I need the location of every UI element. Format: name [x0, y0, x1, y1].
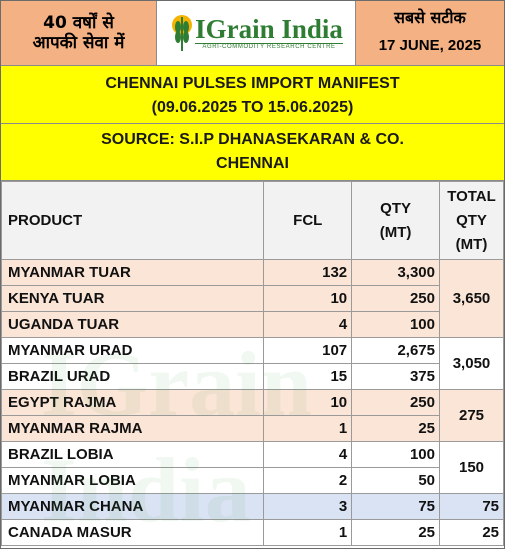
qty-cell: 2,675: [351, 337, 440, 364]
header-left-tagline: 40 वर्षों से आपकी सेवा में: [1, 1, 157, 65]
qty-cell: 100: [351, 311, 440, 338]
fcl-cell: 4: [263, 441, 353, 468]
total-cell-rajma: 275: [439, 389, 504, 442]
fcl-cell: 1: [263, 415, 353, 442]
col-header-fcl: FCL: [263, 181, 353, 260]
logo-title: IGrain India: [195, 14, 343, 44]
manifest-table: PRODUCT FCL QTY (MT) TOTAL QTY (MT) MYAN…: [0, 181, 504, 546]
qty-cell: 375: [351, 363, 440, 390]
qty-cell: 25: [351, 519, 440, 546]
total-cell-tuar: 3,650: [439, 259, 504, 338]
product-cell: MYANMAR LOBIA: [0, 467, 265, 494]
igrain-logo: IGrain India AGRI-COMMODITY RESEARCH CEN…: [169, 13, 343, 53]
accuracy-tagline: सबसे सटीक: [394, 8, 466, 27]
logo-subtitle: AGRI-COMMODITY RESEARCH CENTRE: [195, 43, 343, 50]
table-row: EGYPT RAJMA 10 250 275: [0, 389, 504, 442]
total-header-line1: TOTAL: [447, 187, 496, 205]
source-line2: CHENNAI: [216, 155, 289, 172]
header-band: 40 वर्षों से आपकी सेवा में IGrain India …: [1, 1, 504, 65]
table-row: MYANMAR RAJMA 1 25: [0, 415, 504, 442]
qty-cell: 100: [351, 441, 440, 468]
table-row: MYANMAR TUAR 132 3,300 3,650: [0, 259, 504, 338]
table-row: BRAZIL LOBIA 4 100 150: [0, 441, 504, 494]
report-date: 17 JUNE, 2025: [378, 37, 482, 54]
fcl-cell: 132: [263, 259, 353, 286]
source-block: SOURCE: S.I.P DHANASEKARAN & CO. CHENNAI: [1, 124, 504, 181]
product-cell: UGANDA TUAR: [0, 311, 265, 338]
product-cell: MYANMAR URAD: [0, 337, 265, 364]
table-row: MYANMAR LOBIA 2 50: [0, 467, 504, 494]
qty-cell: 250: [351, 285, 440, 312]
product-cell: MYANMAR TUAR: [0, 259, 265, 286]
product-cell: MYANMAR RAJMA: [0, 415, 265, 442]
fcl-cell: 4: [263, 311, 353, 338]
product-cell: BRAZIL URAD: [0, 363, 265, 390]
table-row: MYANMAR URAD 107 2,675 3,050: [0, 337, 504, 390]
title-line1: CHENNAI PULSES IMPORT MANIFEST: [105, 75, 400, 92]
total-cell-lobia: 150: [439, 441, 504, 494]
fcl-cell: 10: [263, 389, 353, 416]
total-header-line3: (MT): [455, 235, 488, 253]
total-cell-chana: 75: [439, 493, 504, 520]
product-cell: CANADA MASUR: [0, 519, 265, 546]
total-cell-urad: 3,050: [439, 337, 504, 390]
fcl-cell: 1: [263, 519, 353, 546]
table-row: CANADA MASUR 1 25 25: [0, 519, 504, 546]
fcl-cell: 10: [263, 285, 353, 312]
table-header-row: PRODUCT FCL QTY (MT) TOTAL QTY (MT): [0, 181, 504, 260]
title-line2: (09.06.2025 TO 15.06.2025): [151, 99, 354, 116]
fcl-cell: 2: [263, 467, 353, 494]
qty-header-line2: (MT): [379, 223, 412, 241]
qty-cell: 3,300: [351, 259, 440, 286]
qty-cell: 25: [351, 415, 440, 442]
product-cell: BRAZIL LOBIA: [0, 441, 265, 468]
col-header-qty: QTY (MT): [351, 181, 440, 260]
total-cell-masur: 25: [439, 519, 504, 546]
total-header-line2: QTY: [456, 211, 487, 229]
table-row: KENYA TUAR 10 250: [0, 285, 504, 312]
source-line1: SOURCE: S.I.P DHANASEKARAN & CO.: [101, 131, 404, 148]
product-cell: MYANMAR CHANA: [0, 493, 265, 520]
qty-cell: 75: [351, 493, 440, 520]
header-logo-area: IGrain India AGRI-COMMODITY RESEARCH CEN…: [157, 1, 355, 65]
table-row: UGANDA TUAR 4 100: [0, 311, 504, 338]
fcl-cell: 3: [263, 493, 353, 520]
tagline-line1: 40 वर्षों से: [43, 13, 114, 33]
wheat-logo-icon: [172, 15, 193, 51]
header-right: सबसे सटीक 17 JUNE, 2025: [355, 1, 504, 65]
product-cell: EGYPT RAJMA: [0, 389, 265, 416]
col-header-total: TOTAL QTY (MT): [439, 181, 504, 260]
table-row: MYANMAR CHANA 3 75 75: [0, 493, 504, 520]
fcl-cell: 15: [263, 363, 353, 390]
product-cell: KENYA TUAR: [0, 285, 265, 312]
qty-header-line1: QTY: [380, 199, 411, 217]
col-header-product: PRODUCT: [0, 181, 265, 260]
fcl-cell: 107: [263, 337, 353, 364]
qty-cell: 50: [351, 467, 440, 494]
qty-cell: 250: [351, 389, 440, 416]
title-block: CHENNAI PULSES IMPORT MANIFEST (09.06.20…: [1, 65, 504, 124]
tagline-line2: आपकी सेवा में: [32, 33, 125, 53]
table-row: BRAZIL URAD 15 375: [0, 363, 504, 390]
